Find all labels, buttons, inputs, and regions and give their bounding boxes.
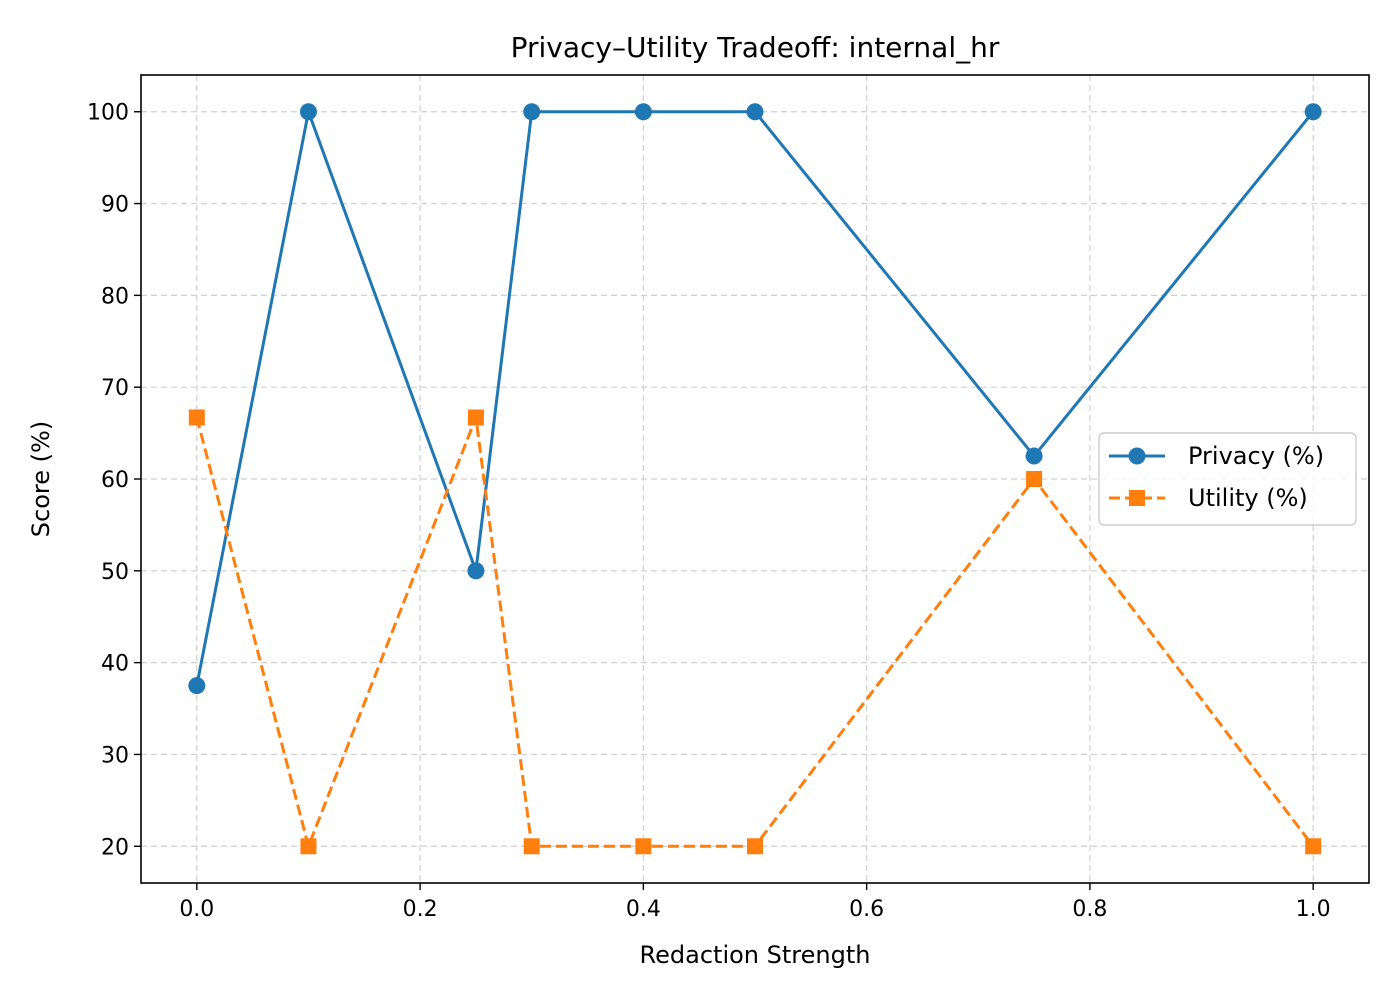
utility-point — [188, 409, 205, 426]
y-tick-label: 90 — [101, 193, 129, 218]
y-tick-label: 30 — [101, 743, 129, 768]
series-layer — [188, 103, 1322, 855]
legend-privacy-marker — [1128, 447, 1146, 465]
y-tick-label: 50 — [101, 560, 129, 585]
x-axis-ticks: 0.0 0.2 0.4 0.6 0.8 1.0 — [179, 883, 1331, 922]
legend-utility-label: Utility (%) — [1188, 484, 1308, 512]
x-tick-label: 0.2 — [403, 897, 438, 922]
y-tick-label: 70 — [101, 376, 129, 401]
utility-point — [635, 838, 652, 855]
privacy-point — [634, 103, 652, 121]
privacy-point — [299, 103, 317, 121]
x-tick-label: 0.8 — [1072, 897, 1107, 922]
utility-point — [467, 409, 484, 426]
utility-line — [195, 415, 1315, 848]
privacy-point — [467, 562, 485, 580]
y-tick-label: 40 — [101, 652, 129, 677]
privacy-series — [188, 103, 1322, 695]
privacy-point — [1025, 447, 1043, 465]
utility-series — [188, 409, 1322, 855]
x-tick-label: 1.0 — [1296, 897, 1331, 922]
x-tick-label: 0.4 — [626, 897, 661, 922]
utility-point — [1026, 471, 1043, 487]
x-tick-label: 0.6 — [849, 897, 884, 922]
privacy-point — [1304, 103, 1322, 121]
legend: Privacy (%) Utility (%) — [1098, 432, 1357, 526]
privacy-line — [195, 110, 1315, 686]
x-axis-label: Redaction Strength — [640, 941, 871, 969]
privacy-point — [746, 103, 764, 121]
legend-utility-marker — [1129, 490, 1145, 506]
y-tick-label: 100 — [87, 101, 129, 126]
utility-point — [1305, 838, 1322, 855]
y-tick-label: 80 — [101, 284, 129, 309]
y-tick-label: 20 — [101, 835, 129, 860]
utility-point — [747, 838, 763, 855]
privacy-point — [523, 103, 541, 121]
chart-title: Privacy–Utility Tradeoff: internal_hr — [511, 31, 1000, 64]
utility-point — [523, 838, 540, 855]
y-tick-label: 60 — [101, 468, 129, 493]
utility-point — [300, 838, 317, 855]
x-tick-label: 0.0 — [179, 897, 214, 922]
privacy-point — [188, 677, 206, 695]
y-axis-ticks: 20 30 40 50 60 70 80 90 100 — [87, 101, 141, 860]
y-axis-label: Score (%) — [27, 421, 55, 537]
legend-privacy-label: Privacy (%) — [1188, 442, 1324, 470]
